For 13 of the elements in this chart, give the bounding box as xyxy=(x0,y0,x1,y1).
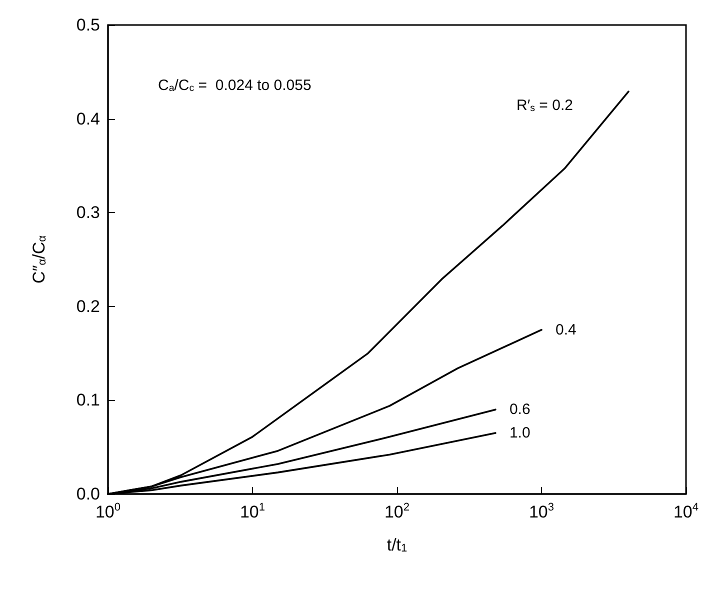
y-tick-label: 0.5 xyxy=(76,16,100,34)
annotation: Ca/Cc = 0.024 to 0.055 xyxy=(158,77,312,94)
y-tick-label: 0.4 xyxy=(76,109,100,128)
series-label: 1.0 xyxy=(509,424,530,442)
y-tick-label: 0.0 xyxy=(76,484,100,504)
y-tick-label: 0.2 xyxy=(76,296,100,316)
series-label: 0.4 xyxy=(556,321,576,338)
series-label: 0.6 xyxy=(509,401,530,418)
x-axis-title: t/t1 xyxy=(386,535,408,554)
y-axis-title: C″α/Cα xyxy=(30,234,49,284)
y-tick-label: 0.1 xyxy=(76,390,100,410)
series-label: R′s = 0.2 xyxy=(516,97,573,114)
y-tick-label: 0.3 xyxy=(76,203,100,222)
